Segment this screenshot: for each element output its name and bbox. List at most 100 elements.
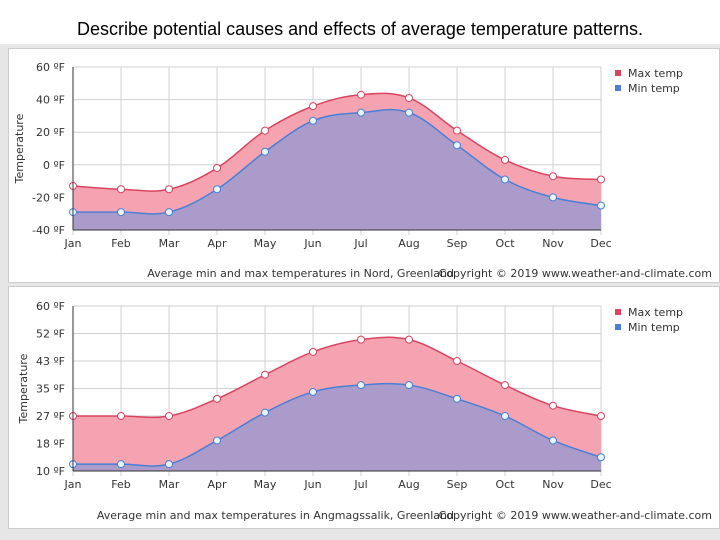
y-tick-label: 60 ºF	[36, 300, 65, 313]
x-tick-label: Sep	[447, 478, 468, 491]
area-min-temp	[73, 109, 601, 230]
data-point	[213, 394, 221, 403]
copyright: Copyright © 2019 www.weather-and-climate…	[439, 509, 712, 522]
x-tick-label: Feb	[111, 237, 130, 250]
data-point	[549, 436, 557, 445]
legend-label: Min temp	[628, 321, 680, 334]
chart-angmagssalik-svg: 10 ºF 18 ºF 27 ºF 35 ºF 43 ºF 52 ºF 60 ºF Jan Fe…	[17, 300, 712, 522]
data-point	[261, 370, 269, 379]
data-point	[165, 460, 173, 469]
data-point	[213, 185, 221, 194]
slide-title: Describe potential causes and effects of…	[0, 0, 720, 44]
data-point	[405, 335, 413, 344]
line-min-temp	[73, 382, 602, 467]
line-max-temp	[72, 336, 602, 419]
data-point	[549, 401, 557, 410]
x-tick-label: Jan	[64, 237, 82, 250]
chart-angmagssalik: 10 ºF 18 ºF 27 ºF 35 ºF 43 ºF 52 ºF 60 ºF Jan Fe…	[8, 286, 720, 529]
data-point	[117, 185, 125, 194]
chart-caption: Average min and max temperatures in Nord…	[147, 267, 454, 280]
data-point	[405, 108, 413, 117]
x-tick-label: Aug	[398, 478, 419, 491]
legend-label: Min temp	[628, 82, 680, 95]
y-tick-label: 43 ºF	[36, 355, 65, 368]
data-point	[357, 381, 365, 390]
data-point	[501, 175, 509, 184]
y-tick-label: 0 ºF	[43, 159, 65, 172]
data-point	[213, 164, 221, 173]
legend-label: Max temp	[628, 306, 683, 319]
copyright: Copyright © 2019 www.weather-and-climate…	[439, 267, 712, 280]
data-point	[117, 460, 125, 469]
x-tick-label: Dec	[590, 237, 611, 250]
data-point	[453, 141, 461, 150]
line-min-temp	[72, 108, 602, 215]
data-point	[501, 381, 509, 390]
data-point	[117, 412, 125, 420]
y-tick-label: 27 ºF	[36, 410, 65, 423]
data-point	[597, 201, 605, 210]
x-tick-label: Dec	[590, 478, 611, 491]
y-tick-label: 20 ºF	[36, 126, 65, 139]
data-point	[549, 172, 557, 181]
x-tick-label: May	[254, 478, 277, 491]
x-tick-label: Nov	[542, 478, 564, 491]
y-tick-label: 35 ºF	[36, 383, 65, 396]
data-point	[357, 335, 365, 344]
y-tick-label: 52 ºF	[36, 328, 65, 341]
x-tick-label: Jul	[353, 478, 367, 491]
legend-swatch	[615, 85, 621, 91]
data-point	[597, 453, 605, 462]
data-point	[357, 108, 365, 117]
data-point	[117, 208, 125, 217]
x-tick-label: Jun	[303, 478, 321, 491]
y-tick-label: -40 ºF	[32, 224, 65, 237]
y-axis-label: Temperature	[17, 353, 30, 424]
data-point	[309, 102, 317, 111]
legend-swatch	[615, 70, 621, 76]
data-point	[165, 208, 173, 217]
data-point	[309, 387, 317, 396]
x-tick-label: Jun	[303, 237, 321, 250]
data-point	[597, 175, 605, 184]
chart-nord-svg: -40 ºF -20 ºF 0 ºF 20 ºF 40 ºF 60 ºF Jan Feb Mar…	[13, 61, 712, 280]
x-tick-label: Mar	[159, 237, 180, 250]
y-tick-label: -20 ºF	[32, 191, 65, 204]
x-tick-label: Jul	[353, 237, 367, 250]
data-point	[357, 90, 365, 99]
x-tick-label: Apr	[207, 478, 227, 491]
legend-label: Max temp	[628, 67, 683, 80]
y-tick-label: 10 ºF	[36, 465, 65, 478]
data-point	[165, 412, 173, 420]
x-tick-label: Mar	[159, 478, 180, 491]
x-tick-label: May	[254, 237, 277, 250]
data-point	[453, 357, 461, 365]
data-point	[213, 436, 221, 445]
data-point	[165, 185, 173, 194]
data-point	[549, 193, 557, 202]
data-point	[453, 126, 461, 135]
data-point	[261, 408, 269, 417]
data-point	[261, 126, 269, 135]
data-point	[405, 381, 413, 390]
area-min-temp	[73, 383, 601, 471]
y-tick-label: 60 ºF	[36, 61, 65, 74]
y-tick-label: 40 ºF	[36, 94, 65, 107]
x-tick-label: Aug	[398, 237, 419, 250]
line-max-temp	[72, 92, 602, 192]
x-tick-label: Sep	[447, 237, 468, 250]
data-point	[261, 147, 269, 156]
y-axis-label: Temperature	[13, 113, 26, 184]
chart-nord: -40 ºF -20 ºF 0 ºF 20 ºF 40 ºF 60 ºF Jan Feb Mar…	[8, 48, 720, 283]
data-point	[597, 412, 605, 420]
data-point	[501, 155, 509, 164]
chart-caption: Average min and max temperatures in Angm…	[97, 509, 454, 522]
data-point	[453, 394, 461, 403]
x-tick-label: Feb	[111, 478, 130, 491]
x-tick-label: Nov	[542, 237, 564, 250]
x-tick-label: Apr	[207, 237, 227, 250]
data-point	[309, 347, 317, 356]
legend-swatch	[615, 324, 621, 330]
data-point	[309, 116, 317, 125]
x-tick-label: Oct	[495, 237, 515, 250]
